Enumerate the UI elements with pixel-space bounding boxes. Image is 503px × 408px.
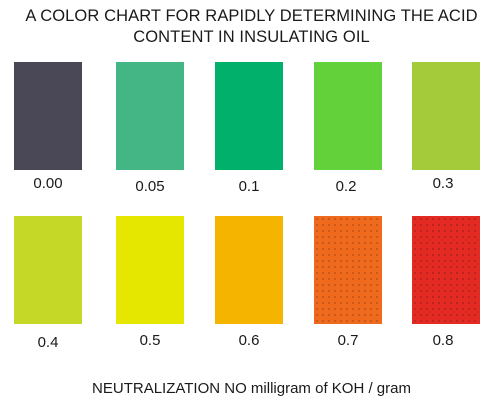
swatch-0-05 — [116, 62, 184, 170]
swatch-0-7 — [314, 216, 382, 324]
swatch-0-1 — [215, 62, 283, 170]
chart-title: A COLOR CHART FOR RAPIDLY DETERMINING TH… — [0, 6, 503, 48]
swatch-label-0-4: 0.4 — [37, 334, 59, 351]
swatch-label-0-2: 0.2 — [335, 178, 357, 195]
swatch-0-3 — [412, 62, 480, 170]
footer-units-caption: NEUTRALIZATION NO milligram of KOH / gra… — [92, 380, 411, 397]
title-line-1: A COLOR CHART FOR RAPIDLY DETERMINING TH… — [25, 7, 478, 25]
swatch-label-0-00: 0.00 — [33, 175, 63, 192]
swatch-0-8 — [412, 216, 480, 324]
swatch-0-4 — [14, 216, 82, 324]
swatch-label-0-8: 0.8 — [432, 332, 454, 349]
swatch-label-0-6: 0.6 — [238, 332, 260, 349]
swatch-0-00 — [14, 62, 82, 170]
swatch-label-0-3: 0.3 — [432, 175, 454, 192]
swatch-0-6 — [215, 216, 283, 324]
swatch-label-0-7: 0.7 — [337, 332, 359, 349]
swatch-label-0-1: 0.1 — [238, 178, 260, 195]
swatch-label-0-05: 0.05 — [135, 178, 165, 195]
swatch-label-0-5: 0.5 — [139, 332, 161, 349]
swatch-0-2 — [314, 62, 382, 170]
swatch-0-5 — [116, 216, 184, 324]
title-line-2: CONTENT IN INSULATING OIL — [133, 28, 370, 46]
